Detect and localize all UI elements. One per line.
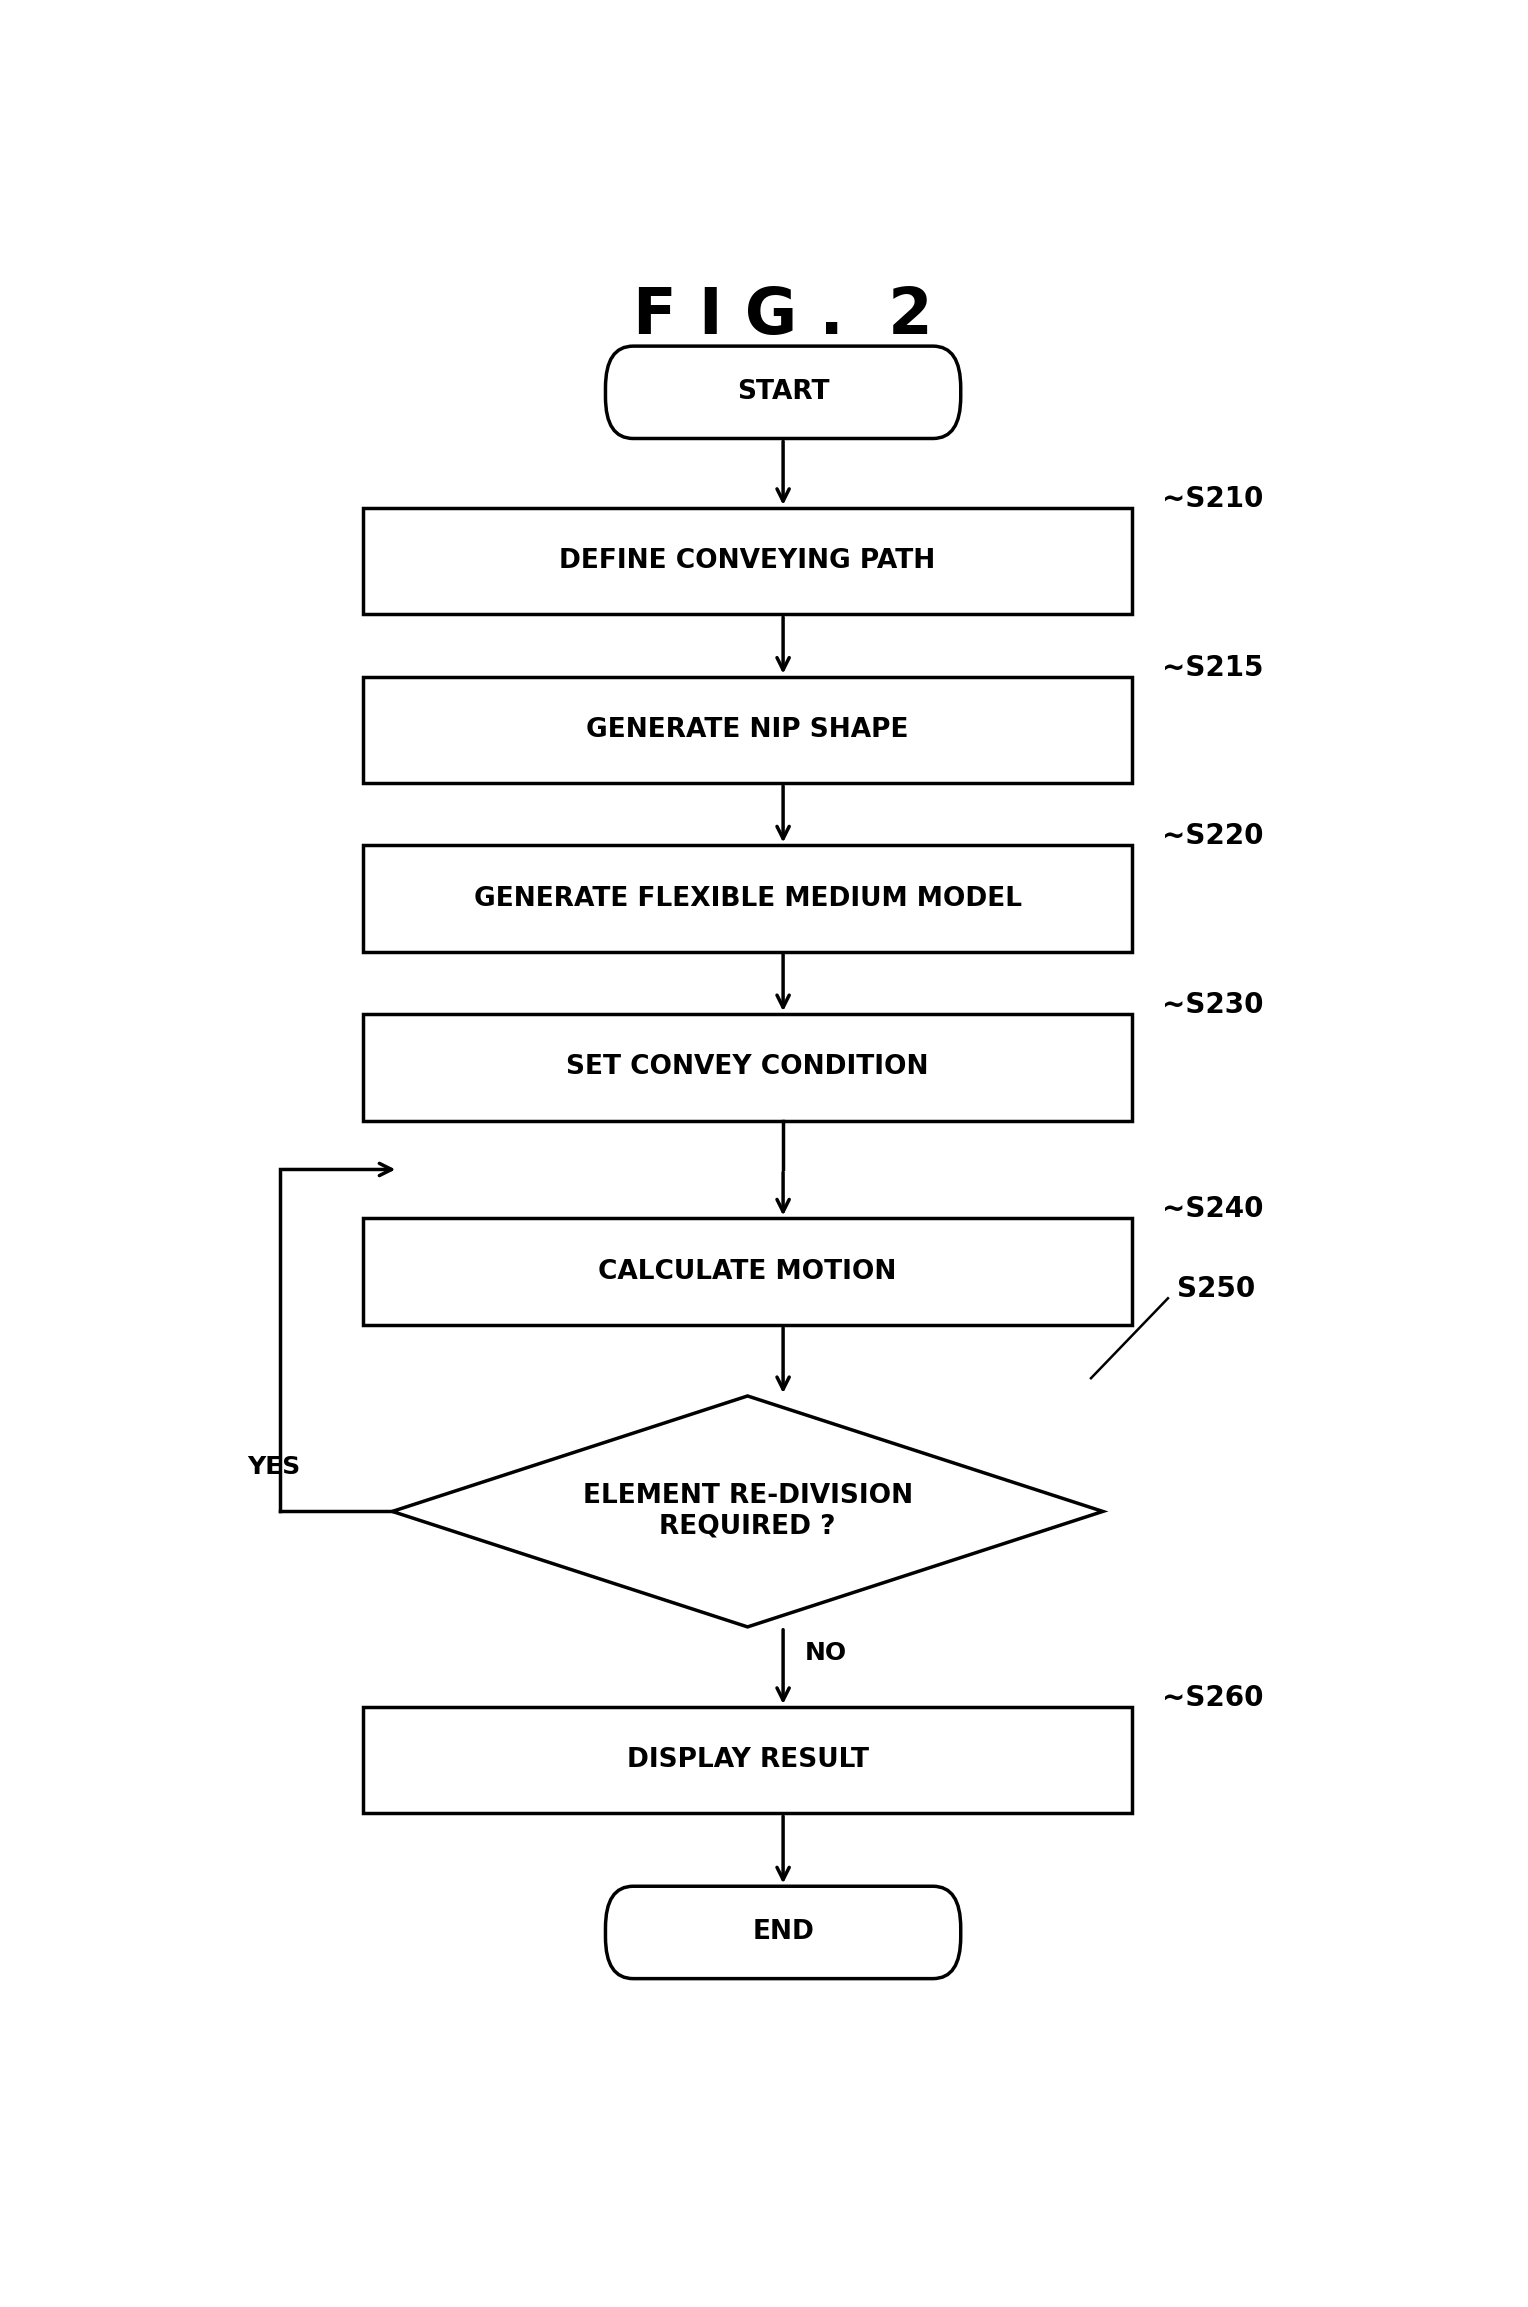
Text: START: START bbox=[736, 378, 830, 406]
FancyBboxPatch shape bbox=[605, 346, 961, 438]
Text: ~S230: ~S230 bbox=[1161, 992, 1264, 1020]
Text: GENERATE NIP SHAPE: GENERATE NIP SHAPE bbox=[587, 717, 909, 743]
Text: S250: S250 bbox=[1178, 1276, 1256, 1303]
Bar bbox=[362, 676, 1132, 782]
Text: END: END bbox=[752, 1919, 814, 1945]
Bar bbox=[362, 508, 1132, 614]
Text: DEFINE CONVEYING PATH: DEFINE CONVEYING PATH bbox=[559, 549, 935, 574]
Bar bbox=[362, 1707, 1132, 1813]
Text: ~S210: ~S210 bbox=[1161, 484, 1264, 512]
Text: CALCULATE MOTION: CALCULATE MOTION bbox=[599, 1260, 897, 1285]
Text: SET CONVEY CONDITION: SET CONVEY CONDITION bbox=[567, 1054, 929, 1080]
Text: ~S215: ~S215 bbox=[1161, 653, 1264, 681]
Text: ~S260: ~S260 bbox=[1161, 1684, 1264, 1712]
Text: NO: NO bbox=[804, 1640, 847, 1666]
Bar bbox=[362, 844, 1132, 953]
Text: ELEMENT RE-DIVISION
REQUIRED ?: ELEMENT RE-DIVISION REQUIRED ? bbox=[582, 1483, 912, 1539]
Text: ~S240: ~S240 bbox=[1161, 1195, 1264, 1223]
Text: F I G .  2: F I G . 2 bbox=[633, 286, 934, 346]
Polygon shape bbox=[393, 1396, 1103, 1626]
Text: GENERATE FLEXIBLE MEDIUM MODEL: GENERATE FLEXIBLE MEDIUM MODEL bbox=[474, 886, 1022, 911]
FancyBboxPatch shape bbox=[605, 1887, 961, 1979]
Text: ~S220: ~S220 bbox=[1161, 821, 1264, 851]
Bar bbox=[362, 1015, 1132, 1121]
Text: DISPLAY RESULT: DISPLAY RESULT bbox=[626, 1746, 868, 1774]
Text: YES: YES bbox=[248, 1456, 301, 1479]
Bar bbox=[362, 1218, 1132, 1324]
